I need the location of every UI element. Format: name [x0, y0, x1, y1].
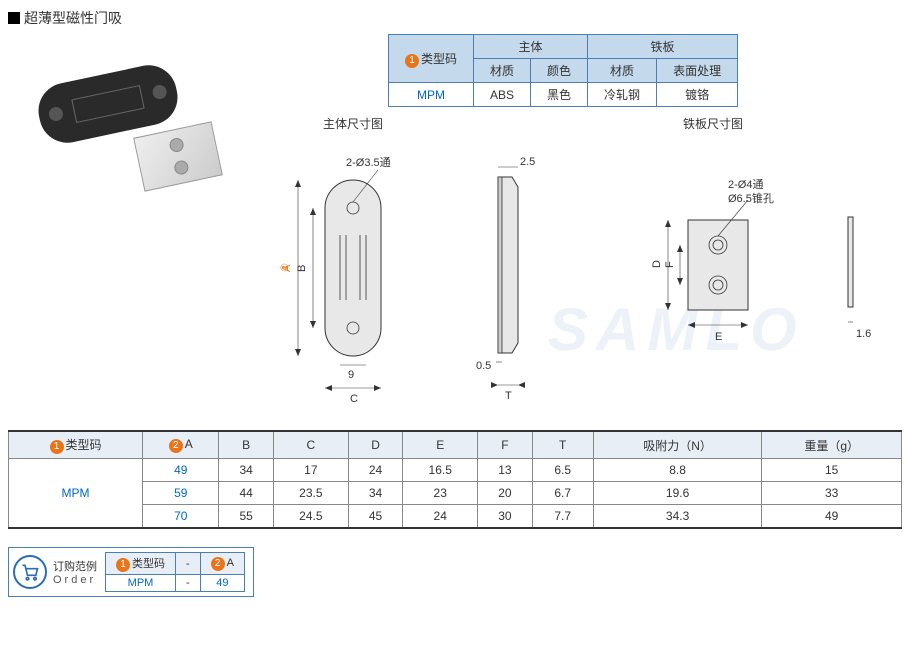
- diagram-row: SAMLO 主体尺寸图 2-Ø3.5: [268, 115, 888, 410]
- spec-table: 1类型码 主体 铁板 材质 颜色 材质 表面处理 MPM ABS 黑色 冷轧钢 …: [388, 34, 738, 107]
- table-cell: 45: [348, 505, 402, 529]
- label-plate-hole1: 2-Ø4通: [728, 178, 763, 191]
- col-D: D: [348, 431, 402, 459]
- spec-header-plate: 铁板: [588, 35, 738, 59]
- plate-side-diagram: 1.6: [828, 115, 888, 410]
- spec-plate-material: 冷轧钢: [588, 83, 657, 107]
- col-weight: 重量（g）: [762, 431, 902, 459]
- badge-1-icon: 1: [116, 558, 130, 572]
- page-title: 超薄型磁性门吸: [8, 8, 902, 28]
- spec-header-typecode: 1类型码: [389, 35, 474, 83]
- table-cell: 59: [143, 482, 219, 505]
- body-diagram: 主体尺寸图 2-Ø3.5通: [268, 115, 438, 410]
- order-table: 1类型码 - 2A MPM - 49: [105, 552, 245, 592]
- order-example: 订购范例 Order 1类型码 - 2A MPM - 49: [8, 547, 254, 597]
- table-cell: 34: [219, 459, 273, 482]
- spec-sub-material2: 材质: [588, 59, 657, 83]
- col-T: T: [532, 431, 593, 459]
- table-cell: 23: [403, 482, 478, 505]
- table-cell: 30: [478, 505, 532, 529]
- table-cell: 6.7: [532, 482, 593, 505]
- table-cell: 49: [143, 459, 219, 482]
- order-label-cn: 订购范例: [53, 558, 97, 574]
- table-cell: 34.3: [593, 505, 761, 529]
- table-cell: 55: [219, 505, 273, 529]
- spec-sub-color: 颜色: [531, 59, 588, 83]
- spec-model: MPM: [389, 83, 474, 107]
- body-diagram-title: 主体尺寸图: [268, 115, 438, 132]
- body-side-diagram: 2.5 0.5 T: [468, 115, 558, 410]
- table-cell: 23.5: [273, 482, 348, 505]
- dim-E: E: [715, 331, 722, 343]
- order-val1: MPM: [106, 575, 176, 592]
- model-cell: MPM: [9, 459, 143, 529]
- col-typecode: 1类型码: [9, 431, 143, 459]
- order-val2: 49: [200, 575, 244, 592]
- table-cell: 19.6: [593, 482, 761, 505]
- col-force: 吸附力（N）: [593, 431, 761, 459]
- table-row: 594423.53423206.719.633: [9, 482, 902, 505]
- dim-B: B: [296, 265, 308, 272]
- table-cell: 24.5: [273, 505, 348, 529]
- cart-icon: [13, 555, 47, 589]
- table-row: MPM4934172416.5136.58.815: [9, 459, 902, 482]
- dim-0-5: 0.5: [476, 360, 491, 372]
- order-label: 订购范例 Order: [53, 558, 97, 586]
- dim-2-5: 2.5: [520, 156, 535, 168]
- label-plate-hole2: Ø6.5锥孔: [728, 192, 774, 205]
- dimension-table: 1类型码 2A B C D E F T 吸附力（N） 重量（g） MPM4934…: [8, 430, 902, 529]
- dim-F: F: [664, 261, 676, 268]
- spacer: [468, 115, 558, 129]
- order-sep2: -: [176, 575, 201, 592]
- table-cell: 33: [762, 482, 902, 505]
- table-cell: 44: [219, 482, 273, 505]
- table-cell: 16.5: [403, 459, 478, 482]
- badge-2-icon: 2: [169, 439, 183, 453]
- table-cell: 24: [403, 505, 478, 529]
- table-cell: 17: [273, 459, 348, 482]
- dim-A: A: [281, 264, 293, 272]
- table-cell: 8.8: [593, 459, 761, 482]
- table-cell: 34: [348, 482, 402, 505]
- table-cell: 7.7: [532, 505, 593, 529]
- table-cell: 70: [143, 505, 219, 529]
- spec-plate-surface: 镀铬: [657, 83, 738, 107]
- col-B: B: [219, 431, 273, 459]
- col-F: F: [478, 431, 532, 459]
- plate-diagram-title: 铁板尺寸图: [628, 115, 798, 132]
- dim-D: D: [651, 260, 663, 268]
- col-C: C: [273, 431, 348, 459]
- badge-2-icon: 2: [211, 557, 225, 571]
- table-row: 705524.54524307.734.349: [9, 505, 902, 529]
- order-sep: -: [176, 553, 201, 575]
- spec-body-material: ABS: [474, 83, 531, 107]
- dim-T: T: [505, 390, 512, 402]
- plate-diagram: 铁板尺寸图 2-Ø4通 Ø6.5锥孔: [628, 115, 798, 410]
- spec-sub-material: 材质: [474, 59, 531, 83]
- spec-body-color: 黑色: [531, 83, 588, 107]
- table-header-row: 1类型码 2A B C D E F T 吸附力（N） 重量（g）: [9, 431, 902, 459]
- order-col2-hdr: 2A: [200, 553, 244, 575]
- dim-C: C: [350, 393, 358, 405]
- title-text: 超薄型磁性门吸: [24, 8, 122, 28]
- spec-sub-surface: 表面处理: [657, 59, 738, 83]
- order-label-en: Order: [53, 574, 97, 586]
- dim-1-6: 1.6: [856, 328, 871, 340]
- product-photo: [8, 34, 258, 194]
- table-cell: 6.5: [532, 459, 593, 482]
- order-col1-hdr: 1类型码: [106, 553, 176, 575]
- spec-header-body: 主体: [474, 35, 588, 59]
- badge-1-icon: 1: [405, 54, 419, 68]
- col-E: E: [403, 431, 478, 459]
- table-cell: 15: [762, 459, 902, 482]
- table-cell: 20: [478, 482, 532, 505]
- dim-9: 9: [348, 369, 354, 381]
- table-cell: 49: [762, 505, 902, 529]
- badge-1-icon: 1: [50, 440, 64, 454]
- col-A: 2A: [143, 431, 219, 459]
- title-marker: [8, 12, 20, 24]
- label-hole-body: 2-Ø3.5通: [346, 156, 391, 169]
- table-cell: 13: [478, 459, 532, 482]
- table-cell: 24: [348, 459, 402, 482]
